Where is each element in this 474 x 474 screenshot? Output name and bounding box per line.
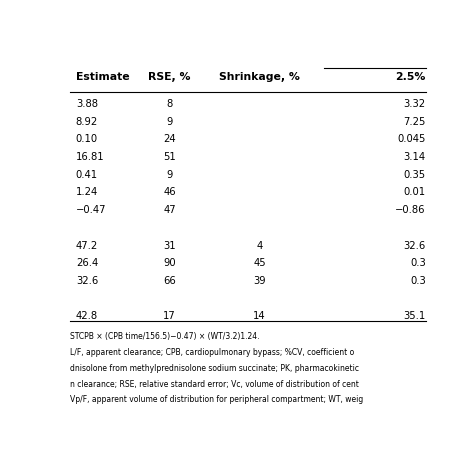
Text: 16.81: 16.81 [76, 152, 104, 162]
Text: Estimate: Estimate [76, 72, 129, 82]
Text: 8: 8 [166, 99, 173, 109]
Text: 26.4: 26.4 [76, 258, 98, 268]
Text: 9: 9 [166, 117, 173, 127]
Text: L/F, apparent clearance; CPB, cardiopulmonary bypass; %CV, coefficient o: L/F, apparent clearance; CPB, cardiopulm… [70, 348, 355, 357]
Text: 45: 45 [253, 258, 266, 268]
Text: 3.88: 3.88 [76, 99, 98, 109]
Text: 0.3: 0.3 [410, 276, 426, 286]
Text: Vp/F, apparent volume of distribution for peripheral compartment; WT, weig: Vp/F, apparent volume of distribution fo… [70, 395, 364, 404]
Text: 7.25: 7.25 [403, 117, 426, 127]
Text: 0.045: 0.045 [398, 135, 426, 145]
Text: 3.32: 3.32 [404, 99, 426, 109]
Text: 31: 31 [163, 240, 176, 251]
Text: 9: 9 [166, 170, 173, 180]
Text: 32.6: 32.6 [404, 240, 426, 251]
Text: 0.01: 0.01 [404, 188, 426, 198]
Text: 0.10: 0.10 [76, 135, 98, 145]
Text: 42.8: 42.8 [76, 311, 98, 321]
Text: 2.5%: 2.5% [395, 72, 426, 82]
Text: 0.41: 0.41 [76, 170, 98, 180]
Text: 17: 17 [163, 311, 176, 321]
Text: 47: 47 [163, 205, 176, 215]
Text: −0.86: −0.86 [395, 205, 426, 215]
Text: −0.47: −0.47 [76, 205, 106, 215]
Text: 8.92: 8.92 [76, 117, 98, 127]
Text: RSE, %: RSE, % [148, 72, 191, 82]
Text: 4: 4 [256, 240, 263, 251]
Text: 0.3: 0.3 [410, 258, 426, 268]
Text: 24: 24 [163, 135, 176, 145]
Text: 90: 90 [163, 258, 176, 268]
Text: 3.14: 3.14 [404, 152, 426, 162]
Text: 51: 51 [163, 152, 176, 162]
Text: 39: 39 [253, 276, 266, 286]
Text: STCPB × (CPB time/156.5)−0.47) × (WT/3.2)1.24.: STCPB × (CPB time/156.5)−0.47) × (WT/3.2… [70, 332, 260, 341]
Text: 47.2: 47.2 [76, 240, 98, 251]
Text: 46: 46 [163, 188, 176, 198]
Text: 14: 14 [253, 311, 266, 321]
Text: 35.1: 35.1 [404, 311, 426, 321]
Text: 1.24: 1.24 [76, 188, 98, 198]
Text: 0.35: 0.35 [404, 170, 426, 180]
Text: Shrinkage, %: Shrinkage, % [219, 72, 300, 82]
Text: dnisolone from methylprednisolone sodium succinate; PK, pharmacokinetic: dnisolone from methylprednisolone sodium… [70, 364, 359, 373]
Text: n clearance; RSE, relative standard error; Vc, volume of distribution of cent: n clearance; RSE, relative standard erro… [70, 380, 359, 389]
Text: 32.6: 32.6 [76, 276, 98, 286]
Text: 66: 66 [163, 276, 176, 286]
